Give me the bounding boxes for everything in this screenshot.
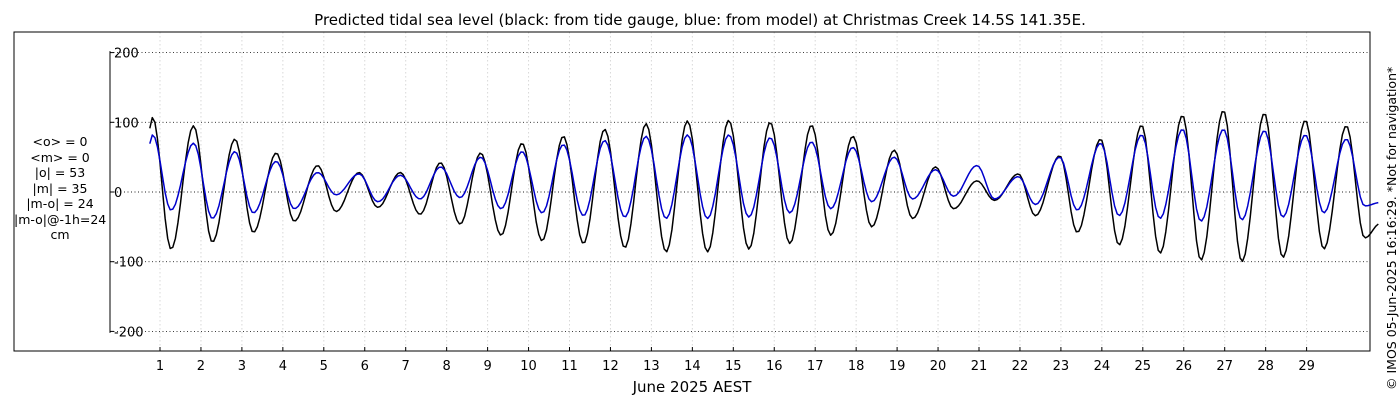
- y-tick-label: 200: [114, 47, 139, 62]
- plot-frame: [13, 31, 1371, 352]
- series-line-tide-gauge: [149, 110, 1379, 263]
- y-tick-label: 100: [114, 116, 139, 131]
- x-tick-label: 29: [1298, 359, 1315, 374]
- credit-line: © IMOS 05-Jun-2025 16:16:29. *Not for na…: [1384, 66, 1399, 390]
- x-tick-label: 4: [279, 359, 287, 374]
- x-axis-label: June 2025 AEST: [632, 378, 753, 396]
- x-tick-label: 27: [1216, 359, 1233, 374]
- x-tick-label: 1: [156, 359, 164, 374]
- x-tick-label: 6: [361, 359, 369, 374]
- x-tick-label: 26: [1175, 359, 1192, 374]
- x-tick-label: 22: [1012, 359, 1029, 374]
- x-tick-label: 24: [1094, 359, 1111, 374]
- x-tick-label: 23: [1053, 359, 1070, 374]
- y-tick-label: 0: [114, 186, 122, 201]
- x-tick-label: 3: [238, 359, 246, 374]
- x-tick-label: 20: [930, 359, 947, 374]
- x-tick-label: 14: [684, 359, 701, 374]
- stat-abs-model: |m| = 35: [32, 180, 88, 196]
- stat-abs-difference: |m-o| = 24: [26, 196, 94, 211]
- y-tick-label: -200: [114, 325, 144, 340]
- x-tick-label: 5: [320, 359, 328, 374]
- x-tick-label: 28: [1257, 359, 1274, 374]
- x-tick-label: 2: [197, 359, 205, 374]
- x-tick-label: 9: [483, 359, 491, 374]
- x-tick-label: 21: [971, 359, 988, 374]
- x-tick-label: 7: [402, 359, 410, 374]
- stat-abs-observed: |o| = 53: [34, 165, 86, 180]
- stat-mean-model: <m> = 0: [30, 149, 90, 165]
- x-tick-label: 17: [807, 359, 824, 374]
- x-tick-label: 12: [602, 359, 619, 374]
- x-tick-label: 11: [561, 359, 578, 374]
- chart-title: Predicted tidal sea level (black: from t…: [314, 11, 1086, 29]
- axes: [13, 31, 1371, 352]
- stat-mean-observed: <o> = 0: [32, 134, 88, 149]
- x-tick-label: 8: [443, 359, 451, 374]
- x-tick-label: 16: [766, 359, 783, 374]
- x-tick-label: 10: [520, 359, 537, 374]
- data-series: [149, 110, 1379, 263]
- x-tick-label: 19: [889, 359, 906, 374]
- stat-units: cm: [50, 227, 70, 242]
- grid-lines: [110, 32, 1370, 351]
- x-tick-label: 25: [1135, 359, 1152, 374]
- series-line-model: [149, 129, 1379, 222]
- x-tick-label: 15: [725, 359, 742, 374]
- x-tick-label: 13: [643, 359, 660, 374]
- statistics-panel: <o> = 0 <m> = 0 |o| = 53 |m| = 35 |m-o| …: [14, 134, 106, 243]
- x-tick-label: 18: [848, 359, 865, 374]
- y-tick-label: -100: [114, 256, 144, 271]
- stat-abs-difference-lag: |m-o|@-1h=24: [14, 211, 107, 227]
